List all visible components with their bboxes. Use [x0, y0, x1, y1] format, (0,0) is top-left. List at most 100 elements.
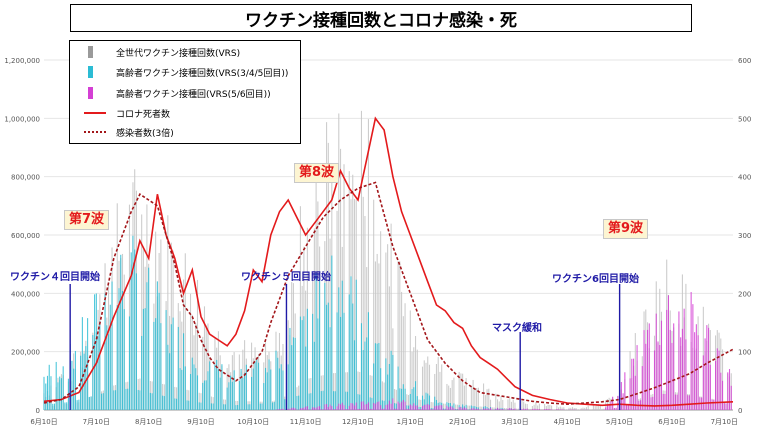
- bar-elderly-vaccine-345: [113, 390, 115, 410]
- bar-elderly-vaccine-345: [359, 394, 361, 410]
- line-covid-deaths: [43, 116, 734, 407]
- bar-elderly-vaccine-56: [313, 407, 315, 410]
- bar-elderly-vaccine-345: [390, 350, 392, 410]
- bar-elderly-vaccine-345: [73, 368, 75, 410]
- bar-all-ages-vaccine: [502, 399, 504, 410]
- bar-all-ages-vaccine: [353, 199, 356, 410]
- bar-elderly-vaccine-345: [78, 399, 80, 410]
- x-tick-label: 12月10日: [342, 418, 374, 426]
- bar-all-ages-vaccine: [343, 164, 345, 410]
- bar-all-ages-vaccine: [538, 403, 540, 410]
- bar-elderly-vaccine-56: [685, 339, 687, 410]
- bar-elderly-vaccine-345: [484, 406, 486, 410]
- bar-elderly-vaccine-345: [402, 384, 404, 410]
- bar-all-ages-vaccine: [441, 364, 443, 410]
- bar-elderly-vaccine-56: [394, 408, 396, 410]
- bar-elderly-vaccine-345: [385, 358, 387, 410]
- bar-elderly-vaccine-345: [258, 362, 260, 410]
- bar-elderly-vaccine-345: [209, 361, 211, 410]
- x-tick-label: 5月10日: [606, 418, 633, 426]
- bar-elderly-vaccine-56: [636, 345, 638, 410]
- bar-elderly-vaccine-345: [374, 343, 376, 410]
- bar-elderly-vaccine-345: [280, 364, 282, 410]
- bar-elderly-vaccine-345: [432, 408, 434, 410]
- bar-all-ages-vaccine: [184, 253, 186, 410]
- bar-all-ages-vaccine: [456, 404, 458, 410]
- bar-all-ages-vaccine: [596, 404, 598, 410]
- bar-all-ages-vaccine: [200, 393, 202, 410]
- bar-all-ages-vaccine: [544, 403, 546, 410]
- bar-elderly-vaccine-345: [163, 396, 165, 410]
- bar-all-ages-vaccine: [442, 403, 444, 410]
- bar-elderly-vaccine-56: [711, 399, 713, 410]
- bar-elderly-vaccine-345: [212, 403, 214, 410]
- bar-all-ages-vaccine: [189, 293, 192, 410]
- bar-elderly-vaccine-345: [306, 308, 308, 410]
- bar-all-ages-vaccine: [181, 321, 183, 410]
- bar-elderly-vaccine-56: [524, 409, 526, 410]
- bar-elderly-vaccine-345: [45, 383, 47, 410]
- bar-elderly-vaccine-56: [291, 407, 293, 410]
- bar-elderly-vaccine-56: [695, 324, 697, 410]
- bar-elderly-vaccine-56: [645, 343, 647, 410]
- bar-elderly-vaccine-345: [162, 395, 164, 410]
- bar-all-ages-vaccine: [559, 406, 561, 410]
- bar-elderly-vaccine-345: [53, 403, 56, 410]
- legend-label: 高齢者ワクチン接種回(VRS(5/6回目)): [116, 90, 271, 100]
- bar-elderly-vaccine-345: [120, 254, 122, 410]
- bar-elderly-vaccine-56: [664, 393, 666, 410]
- bar-elderly-vaccine-345: [183, 333, 185, 410]
- bar-elderly-vaccine-56: [490, 407, 492, 410]
- bar-elderly-vaccine-56: [521, 409, 523, 410]
- bar-elderly-vaccine-56: [678, 311, 680, 410]
- bar-elderly-vaccine-56: [446, 405, 448, 410]
- bar-elderly-vaccine-56: [409, 404, 411, 410]
- bar-all-ages-vaccine: [549, 404, 551, 410]
- bar-elderly-vaccine-56: [399, 403, 401, 410]
- bar-elderly-vaccine-345: [476, 406, 478, 410]
- bar-elderly-vaccine-56: [617, 395, 619, 410]
- bar-elderly-vaccine-345: [425, 392, 427, 410]
- bar-all-ages-vaccine: [427, 356, 429, 410]
- bar-all-ages-vaccine: [369, 375, 371, 410]
- bar-elderly-vaccine-56: [474, 408, 476, 410]
- bar-all-ages-vaccine: [186, 389, 188, 410]
- bar-elderly-vaccine-345: [282, 370, 284, 410]
- bar-elderly-vaccine-345: [336, 312, 338, 410]
- bar-all-ages-vaccine: [449, 387, 451, 410]
- x-tick-label: 3月10日: [501, 418, 528, 426]
- bar-all-ages-vaccine: [603, 408, 605, 410]
- bar-elderly-vaccine-56: [694, 332, 696, 410]
- bar-elderly-vaccine-345: [421, 395, 424, 410]
- bar-elderly-vaccine-56: [287, 408, 289, 410]
- bar-elderly-vaccine-56: [624, 372, 626, 410]
- bar-all-ages-vaccine: [608, 397, 610, 410]
- bar-elderly-vaccine-56: [359, 408, 361, 410]
- bar-elderly-vaccine-56: [547, 408, 549, 410]
- bar-elderly-vaccine-56: [350, 402, 352, 410]
- bar-all-ages-vaccine: [584, 407, 586, 410]
- bar-elderly-vaccine-345: [64, 402, 66, 410]
- bar-elderly-vaccine-56: [545, 408, 547, 410]
- bar-all-ages-vaccine: [418, 399, 420, 410]
- wave-7-label: 第7波: [64, 210, 110, 230]
- bar-elderly-vaccine-56: [444, 409, 446, 410]
- bar-all-ages-vaccine: [563, 407, 565, 410]
- bar-all-ages-vaccine: [587, 405, 589, 410]
- bar-elderly-vaccine-56: [549, 409, 551, 410]
- bar-all-ages-vaccine: [585, 407, 588, 410]
- bar-all-ages-vaccine: [435, 364, 438, 410]
- bar-all-ages-vaccine: [542, 409, 544, 410]
- bar-elderly-vaccine-56: [486, 408, 488, 410]
- bar-elderly-vaccine-345: [153, 321, 155, 410]
- bar-elderly-vaccine-56: [559, 409, 561, 410]
- bar-elderly-vaccine-345: [284, 399, 286, 410]
- bar-all-ages-vaccine: [477, 387, 479, 410]
- legend-bar-icon: [84, 87, 98, 99]
- bar-elderly-vaccine-56: [681, 328, 683, 410]
- bar-all-ages-vaccine: [188, 390, 190, 410]
- bar-elderly-vaccine-56: [692, 304, 694, 410]
- bar-elderly-vaccine-345: [369, 397, 371, 410]
- bar-all-ages-vaccine: [491, 407, 493, 410]
- bar-all-ages-vaccine: [378, 263, 380, 410]
